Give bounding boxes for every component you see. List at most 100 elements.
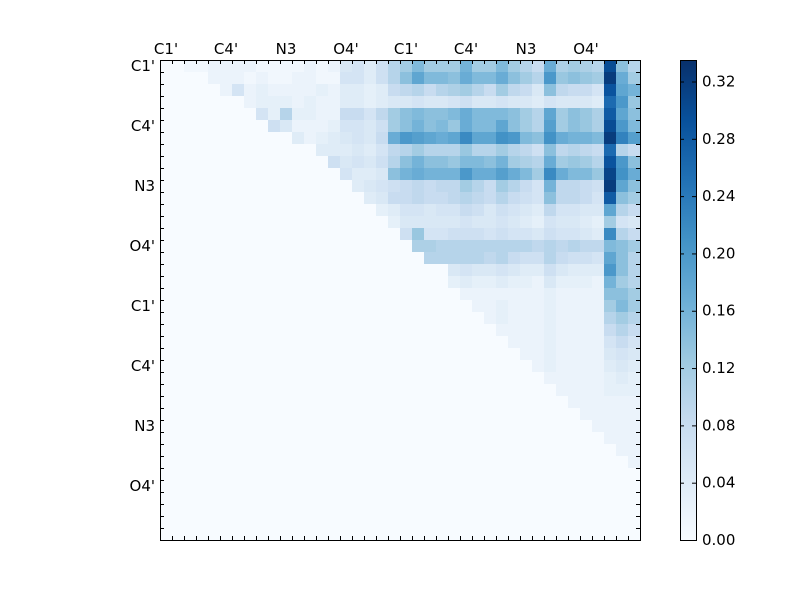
- heatmap-cell: [400, 420, 413, 433]
- heatmap-cell: [208, 288, 221, 301]
- heatmap-cell: [508, 180, 521, 193]
- heatmap-cell: [376, 228, 389, 241]
- heatmap-cell: [436, 456, 449, 469]
- heatmap-cell: [508, 312, 521, 325]
- heatmap-cell: [616, 96, 629, 109]
- heatmap-cell: [592, 216, 605, 229]
- heatmap-cell: [424, 120, 437, 133]
- heatmap-cell: [484, 396, 497, 409]
- heatmap-cell: [556, 408, 569, 421]
- heatmap-cell: [376, 288, 389, 301]
- heatmap-cell: [568, 72, 581, 85]
- heatmap-cell: [496, 528, 509, 541]
- heatmap-cell: [352, 372, 365, 385]
- heatmap-cell: [520, 504, 533, 517]
- heatmap-cell: [232, 84, 245, 97]
- heatmap-cell: [628, 468, 641, 481]
- colorbar: [680, 60, 697, 541]
- heatmap-cell: [484, 528, 497, 541]
- heatmap-cell: [352, 492, 365, 505]
- heatmap-cell: [412, 288, 425, 301]
- heatmap-cell: [388, 504, 401, 517]
- heatmap-cell: [436, 504, 449, 517]
- heatmap-cell: [328, 252, 341, 265]
- heatmap-cell: [412, 372, 425, 385]
- heatmap-cell: [484, 456, 497, 469]
- heatmap-cell: [364, 216, 377, 229]
- heatmap-cell: [556, 60, 569, 73]
- heatmap-cell: [352, 84, 365, 97]
- heatmap-cell: [460, 252, 473, 265]
- heatmap-cell: [604, 72, 617, 85]
- heatmap-cell: [472, 276, 485, 289]
- heatmap-cell: [364, 504, 377, 517]
- heatmap-cell: [184, 528, 197, 541]
- heatmap-cell: [292, 372, 305, 385]
- heatmap-cell: [364, 444, 377, 457]
- heatmap-cell: [496, 468, 509, 481]
- heatmap-cell: [412, 264, 425, 277]
- heatmap-cell: [448, 144, 461, 157]
- heatmap-cell: [244, 288, 257, 301]
- heatmap-cell: [340, 168, 353, 181]
- heatmap-cell: [592, 264, 605, 277]
- heatmap-cell: [364, 60, 377, 73]
- heatmap-cell: [448, 432, 461, 445]
- heatmap-cell: [568, 276, 581, 289]
- heatmap-cell: [388, 276, 401, 289]
- heatmap-cell: [448, 504, 461, 517]
- heatmap-cell: [196, 168, 209, 181]
- heatmap-cell: [280, 228, 293, 241]
- heatmap-cell: [292, 516, 305, 529]
- heatmap-cell: [352, 156, 365, 169]
- heatmap-cell: [364, 204, 377, 217]
- heatmap-cell: [184, 240, 197, 253]
- heatmap-cell: [556, 108, 569, 121]
- heatmap-cell: [628, 516, 641, 529]
- heatmap-cell: [388, 300, 401, 313]
- heatmap-cell: [448, 156, 461, 169]
- heatmap-cell: [340, 180, 353, 193]
- heatmap-cell: [292, 480, 305, 493]
- heatmap-cell: [448, 492, 461, 505]
- heatmap-cell: [532, 300, 545, 313]
- heatmap-cell: [412, 108, 425, 121]
- heatmap-cell: [184, 144, 197, 157]
- heatmap-cell: [340, 480, 353, 493]
- heatmap-cell: [172, 288, 185, 301]
- heatmap-cell: [436, 420, 449, 433]
- heatmap-cell: [412, 228, 425, 241]
- heatmap-cell: [568, 312, 581, 325]
- heatmap-cell: [484, 444, 497, 457]
- heatmap-cell: [328, 420, 341, 433]
- heatmap-cell: [196, 312, 209, 325]
- heatmap-cell: [316, 180, 329, 193]
- heatmap-cell: [160, 468, 173, 481]
- heatmap-cell: [496, 480, 509, 493]
- heatmap-cell: [352, 444, 365, 457]
- heatmap-cell: [532, 372, 545, 385]
- heatmap-cell: [364, 156, 377, 169]
- heatmap-cell: [280, 144, 293, 157]
- heatmap-cell: [472, 444, 485, 457]
- heatmap-cell: [616, 156, 629, 169]
- heatmap-cell: [208, 480, 221, 493]
- heatmap-cell: [520, 516, 533, 529]
- heatmap-cell: [232, 156, 245, 169]
- heatmap-cell: [412, 72, 425, 85]
- heatmap-cell: [400, 468, 413, 481]
- x-tick-label: C4': [454, 40, 478, 58]
- heatmap-cell: [460, 144, 473, 157]
- y-tick-label: C1': [131, 57, 155, 75]
- heatmap-cell: [256, 240, 269, 253]
- heatmap-cell: [604, 108, 617, 121]
- heatmap-cell: [232, 264, 245, 277]
- heatmap-cell: [424, 156, 437, 169]
- heatmap-cell: [280, 432, 293, 445]
- heatmap-cell: [544, 84, 557, 97]
- heatmap-cell: [244, 96, 257, 109]
- heatmap-cell: [208, 132, 221, 145]
- heatmap-cell: [616, 312, 629, 325]
- heatmap-cell: [520, 96, 533, 109]
- heatmap-cell: [280, 384, 293, 397]
